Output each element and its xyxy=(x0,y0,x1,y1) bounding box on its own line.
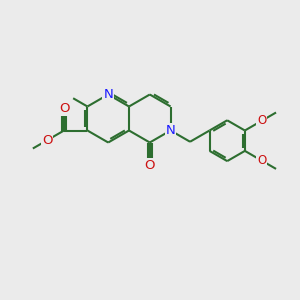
Text: O: O xyxy=(42,134,52,147)
Text: O: O xyxy=(145,159,155,172)
Text: N: N xyxy=(103,88,113,101)
Text: O: O xyxy=(257,114,266,127)
Text: N: N xyxy=(166,124,176,137)
Text: O: O xyxy=(257,154,266,167)
Text: O: O xyxy=(59,102,69,116)
